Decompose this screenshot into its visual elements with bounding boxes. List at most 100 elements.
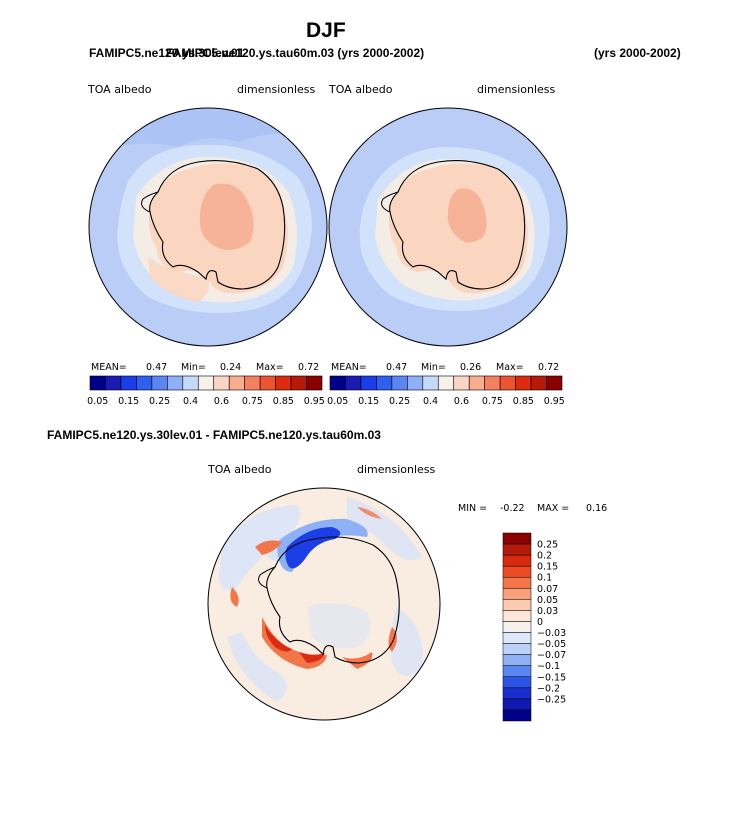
colorbar-tick-label: 0.07	[537, 584, 558, 595]
colorbar-swatch	[468, 375, 485, 391]
colorbar-swatch	[105, 375, 122, 391]
colorbar-swatch	[530, 375, 547, 391]
colorbar-swatch	[502, 599, 532, 611]
colorbar-swatch	[515, 375, 532, 391]
right-min-label: Min=	[421, 362, 446, 373]
colorbar-tick-label: 0.03	[537, 606, 558, 617]
colorbar-swatch	[136, 375, 153, 391]
colorbar-tick-label: 0.15	[358, 396, 379, 407]
colorbar-tick-label: 0	[537, 617, 543, 628]
left-min-value: 0.24	[220, 362, 242, 373]
diff-colorbar: 0.250.20.150.10.070.050.030−0.03−0.05−0.…	[502, 532, 566, 722]
years-label-right: (yrs 2000-2002)	[594, 46, 681, 60]
colorbar-swatch	[120, 375, 137, 391]
colorbar-tick-label: 0.15	[118, 396, 139, 407]
colorbar-swatch	[275, 375, 292, 391]
colorbar-tick-label: 0.75	[242, 396, 263, 407]
colorbar-tick-label: 0.05	[327, 396, 348, 407]
colorbar-tick-label: 0.05	[87, 396, 108, 407]
colorbar-swatch	[407, 375, 424, 391]
colorbar-tick-label: 0.95	[544, 396, 565, 407]
diff-max-value: 0.16	[586, 503, 608, 514]
colorbar-tick-label: 0.1	[537, 573, 552, 584]
colorbar-swatch	[502, 676, 532, 689]
colorbar-tick-label: 0.25	[389, 396, 410, 407]
diff-polar-map	[207, 487, 441, 721]
colorbar-tick-label: 0.4	[423, 396, 438, 407]
diff-variable-label: TOA albedo	[208, 463, 272, 476]
right-variable-label: TOA albedo	[329, 83, 393, 96]
colorbar-swatch	[345, 375, 362, 391]
diff-title: FAMIPC5.ne120.ys.30lev.01 - FAMIPC5.ne12…	[47, 428, 381, 442]
colorbar-tick-label: 0.15	[537, 562, 558, 573]
colorbar-swatch	[151, 375, 168, 391]
colorbar-swatch	[502, 621, 532, 633]
right-map-field	[329, 108, 567, 346]
colorbar-swatch	[502, 687, 532, 700]
left-units-label: dimensionless	[237, 83, 316, 96]
colorbar-tick-label: −0.25	[537, 694, 566, 705]
colorbar-tick-label: 0.6	[454, 396, 469, 407]
colorbar-swatch	[329, 375, 346, 391]
right-max-value: 0.72	[538, 362, 560, 373]
colorbar-swatch	[484, 375, 501, 391]
colorbar-swatch	[502, 543, 532, 556]
left-polar-map	[88, 107, 328, 347]
colorbar-tick-label: 0.05	[537, 595, 558, 606]
colorbar-tick-label: 0.6	[214, 396, 229, 407]
colorbar-tick-label: −0.1	[537, 661, 560, 672]
colorbar-swatch	[502, 565, 532, 578]
colorbar-swatch	[391, 375, 408, 391]
colorbar-swatch	[360, 375, 377, 391]
colorbar-tick-label: 0.95	[304, 396, 325, 407]
colorbar-swatch	[213, 375, 230, 391]
left-mean-label: MEAN=	[91, 362, 127, 373]
right-mean-value: 0.47	[386, 362, 408, 373]
colorbar-swatch	[453, 375, 470, 391]
left-mean-value: 0.47	[146, 362, 168, 373]
colorbar-tick-label: 0.85	[273, 396, 294, 407]
colorbar-swatch	[182, 375, 199, 391]
left-variable-label: TOA albedo	[88, 83, 152, 96]
colorbar-tick-label: 0.25	[537, 540, 558, 551]
right-polar-map	[328, 107, 568, 347]
colorbar-swatch	[502, 709, 532, 722]
colorbar-swatch	[502, 554, 532, 567]
colorbar-tick-label: −0.03	[537, 628, 566, 639]
case-label-overlap: FAMIPC5.ne120.ys.tau60m.03 (yrs 2000-200…	[166, 46, 425, 60]
colorbar-swatch	[259, 375, 276, 391]
colorbar-swatch	[502, 532, 532, 545]
colorbar-tick-label: −0.2	[537, 683, 560, 694]
left-max-value: 0.72	[298, 362, 320, 373]
diff-max-label: MAX =	[537, 503, 570, 514]
right-min-value: 0.26	[460, 362, 482, 373]
colorbar-swatch	[502, 588, 532, 600]
colorbar-tick-label: −0.15	[537, 672, 566, 683]
colorbar-swatch	[290, 375, 307, 391]
colorbar-tick-label: 0.2	[537, 551, 552, 562]
colorbar-swatch	[502, 665, 532, 678]
colorbar-tick-label: 0.85	[513, 396, 534, 407]
colorbar-swatch	[228, 375, 245, 391]
colorbar-swatch	[167, 375, 184, 391]
right-max-label: Max=	[496, 362, 524, 373]
colorbar-swatch	[502, 698, 532, 711]
colorbar-swatch	[197, 375, 215, 391]
case-label-left: FAMIPC5.ne120.ys.30lev.01	[89, 46, 245, 60]
colorbar-swatch	[502, 610, 532, 622]
colorbar-tick-label: 0.75	[482, 396, 503, 407]
colorbar-swatch	[437, 375, 455, 391]
figure-title: DJF	[306, 19, 346, 42]
colorbar-swatch	[546, 375, 563, 391]
colorbar-swatch	[502, 576, 532, 589]
diff-min-value: -0.22	[500, 503, 525, 514]
colorbar-swatch	[502, 632, 532, 644]
colorbar-swatch	[502, 643, 532, 655]
colorbar-swatch	[244, 375, 261, 391]
colorbar-swatch	[376, 375, 393, 391]
left-min-label: Min=	[181, 362, 206, 373]
colorbar-swatch	[306, 375, 323, 391]
right-colorbar: 0.05 0.15 0.25 0.4 0.6 0.75 0.85 0.95	[327, 375, 565, 407]
right-mean-label: MEAN=	[331, 362, 367, 373]
right-units-label: dimensionless	[477, 83, 556, 96]
